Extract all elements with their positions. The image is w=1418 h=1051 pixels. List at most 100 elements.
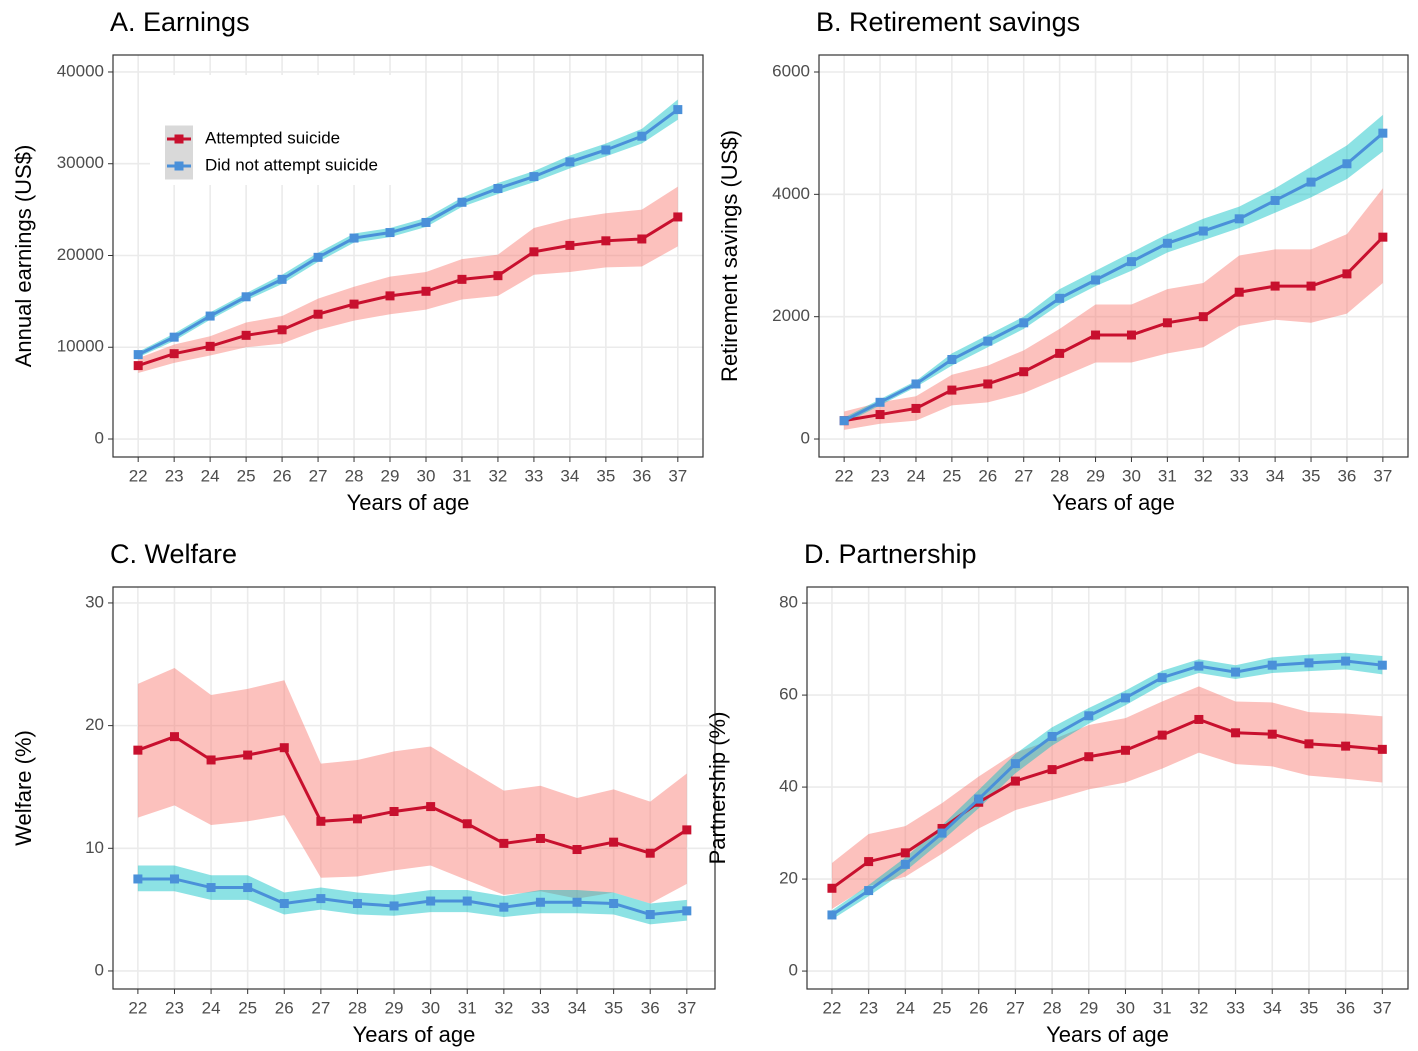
x-tick-label: 27: [1006, 998, 1025, 1017]
point: [133, 874, 143, 884]
point: [645, 848, 655, 858]
x-tick-label: 33: [524, 466, 543, 485]
x-tick-label: 36: [632, 466, 651, 485]
x-tick-label: 34: [560, 466, 579, 485]
point: [352, 898, 362, 908]
x-tick-label: 30: [1122, 466, 1141, 485]
point: [316, 894, 326, 904]
point: [1084, 711, 1094, 721]
x-tick-label: 22: [129, 466, 148, 485]
legend-key-point: [174, 161, 184, 171]
legend-label: Attempted suicide: [205, 128, 340, 147]
confidence-band: [137, 865, 687, 925]
point: [1157, 730, 1167, 740]
point: [1267, 660, 1277, 670]
point: [947, 354, 957, 364]
x-axis-title: Years of age: [1046, 1022, 1169, 1047]
x-tick-label: 22: [128, 998, 147, 1017]
plot-border: [806, 586, 1409, 990]
point: [1162, 238, 1172, 248]
y-tick-label: 0: [789, 961, 798, 980]
point: [875, 397, 885, 407]
point: [462, 819, 472, 829]
point: [385, 228, 395, 238]
point: [1341, 741, 1351, 751]
series-line: [831, 717, 1383, 890]
x-tick-label: 35: [604, 998, 623, 1017]
point: [601, 236, 611, 246]
x-tick-label: 35: [1302, 466, 1321, 485]
point: [565, 157, 575, 167]
point: [279, 898, 289, 908]
point: [1047, 765, 1057, 775]
x-tick-label: 32: [1194, 466, 1213, 485]
point: [827, 910, 837, 920]
point: [937, 828, 947, 838]
point: [1019, 318, 1029, 328]
point: [349, 233, 359, 243]
point: [1126, 257, 1136, 267]
panel-title: C. Welfare: [110, 539, 237, 569]
point: [974, 794, 984, 804]
series-line: [831, 659, 1383, 917]
plot-border: [818, 54, 1409, 458]
point: [206, 883, 216, 893]
point: [243, 750, 253, 760]
x-tick-label: 23: [165, 998, 184, 1017]
series-line: [137, 215, 679, 368]
x-tick-label: 37: [668, 466, 687, 485]
x-tick-label: 29: [385, 998, 404, 1017]
confidence-band: [831, 686, 1383, 909]
y-tick-label: 0: [95, 960, 104, 979]
point: [133, 361, 143, 371]
x-tick-label: 23: [859, 998, 878, 1017]
x-tick-label: 24: [201, 466, 220, 485]
x-tick-label: 28: [1043, 998, 1062, 1017]
y-tick-label: 40000: [57, 61, 104, 80]
x-axis-title: Years of age: [347, 490, 470, 515]
point: [529, 172, 539, 182]
point: [1378, 128, 1388, 138]
point: [1270, 195, 1280, 205]
y-axis-title: Retirement savings (US$): [717, 130, 742, 382]
y-tick-label: 20000: [57, 245, 104, 264]
point: [1304, 658, 1314, 668]
point: [1091, 275, 1101, 285]
x-tick-label: 27: [311, 998, 330, 1017]
x-tick-label: 29: [1086, 466, 1105, 485]
point: [1084, 752, 1094, 762]
x-tick-label: 33: [1226, 998, 1245, 1017]
y-tick-label: 60: [779, 685, 798, 704]
x-tick-label: 24: [907, 466, 926, 485]
point: [900, 859, 910, 869]
point: [673, 212, 683, 222]
x-tick-label: 29: [1079, 998, 1098, 1017]
x-tick-label: 24: [896, 998, 915, 1017]
x-tick-label: 36: [1337, 466, 1356, 485]
point: [1010, 759, 1020, 769]
y-tick-label: 20: [85, 715, 104, 734]
x-tick-label: 30: [417, 466, 436, 485]
point: [1378, 232, 1388, 242]
point: [499, 902, 509, 912]
y-tick-label: 30: [85, 592, 104, 611]
x-tick-label: 35: [1299, 998, 1318, 1017]
point: [572, 845, 582, 855]
y-axis-title: Annual earnings (US$): [11, 145, 36, 368]
point: [682, 906, 692, 916]
panel-title: A. Earnings: [110, 7, 250, 37]
point: [637, 131, 647, 141]
point: [1234, 287, 1244, 297]
point: [241, 330, 251, 340]
point: [206, 755, 216, 765]
point: [609, 898, 619, 908]
x-tick-label: 24: [202, 998, 221, 1017]
point: [389, 806, 399, 816]
point: [421, 217, 431, 227]
x-tick-label: 23: [165, 466, 184, 485]
point: [875, 410, 885, 420]
legend-box: [150, 75, 425, 185]
point: [1047, 731, 1057, 741]
y-tick-label: 2000: [772, 306, 810, 325]
